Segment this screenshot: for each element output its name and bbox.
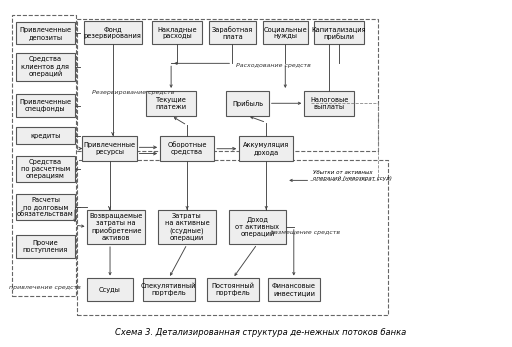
Text: Привлеченные
спецфонды: Привлеченные спецфонды xyxy=(19,99,72,112)
Text: Прибыль: Прибыль xyxy=(232,100,263,107)
Text: Текущие
платежи: Текущие платежи xyxy=(156,97,187,110)
Text: Капитализация
прибыли: Капитализация прибыли xyxy=(311,26,366,40)
FancyBboxPatch shape xyxy=(16,22,75,44)
FancyBboxPatch shape xyxy=(304,91,354,116)
Text: Налоговые
выплаты: Налоговые выплаты xyxy=(310,97,349,110)
FancyBboxPatch shape xyxy=(16,53,75,81)
FancyBboxPatch shape xyxy=(209,21,256,44)
Text: Аккумуляция
дохода: Аккумуляция дохода xyxy=(243,142,289,155)
FancyBboxPatch shape xyxy=(16,94,75,117)
FancyBboxPatch shape xyxy=(263,21,308,44)
FancyBboxPatch shape xyxy=(88,279,133,301)
Text: Заработная
плата: Заработная плата xyxy=(212,26,253,40)
Text: Схема 3. Детализированная структура де-нежных потоков банка: Схема 3. Детализированная структура де-н… xyxy=(115,328,406,337)
FancyBboxPatch shape xyxy=(207,279,259,301)
Text: Накладные
расходы: Накладные расходы xyxy=(157,26,197,39)
Text: Возвращаемые
затраты на
приобретение
активов: Возвращаемые затраты на приобретение акт… xyxy=(90,213,143,241)
Text: Расчеты
по долговым
обязательствам: Расчеты по долговым обязательствам xyxy=(17,197,74,217)
FancyBboxPatch shape xyxy=(152,21,202,44)
Text: Постоянный
портфель: Постоянный портфель xyxy=(211,283,254,296)
Text: Привлеченные
депозиты: Привлеченные депозиты xyxy=(19,27,72,40)
FancyBboxPatch shape xyxy=(16,236,75,258)
FancyBboxPatch shape xyxy=(16,156,75,182)
FancyBboxPatch shape xyxy=(16,194,75,220)
FancyBboxPatch shape xyxy=(314,21,364,44)
Text: Доход
от активных
операций: Доход от активных операций xyxy=(236,217,280,237)
Text: Финансовые
инвестиции: Финансовые инвестиции xyxy=(272,283,316,296)
Text: привлечение средств: привлечение средств xyxy=(9,285,80,290)
FancyBboxPatch shape xyxy=(146,91,196,116)
Text: размещение средств: размещение средств xyxy=(270,230,340,235)
Text: Расходование средств: Расходование средств xyxy=(236,62,310,68)
FancyBboxPatch shape xyxy=(239,136,293,161)
Text: Затраты
на активные
(ссудные)
операции: Затраты на активные (ссудные) операции xyxy=(164,213,209,240)
FancyBboxPatch shape xyxy=(158,210,216,244)
Text: Ссуды: Ссуды xyxy=(99,287,121,293)
FancyBboxPatch shape xyxy=(16,127,75,144)
FancyBboxPatch shape xyxy=(160,136,214,161)
FancyBboxPatch shape xyxy=(229,210,286,244)
FancyBboxPatch shape xyxy=(142,279,195,301)
FancyBboxPatch shape xyxy=(226,91,269,116)
Text: Спекулятивный
портфель: Спекулятивный портфель xyxy=(141,283,197,296)
FancyBboxPatch shape xyxy=(88,210,145,244)
FancyBboxPatch shape xyxy=(84,21,142,44)
Text: Привлеченные
ресурсы: Привлеченные ресурсы xyxy=(83,142,136,155)
Text: Резервирование средств: Резервирование средств xyxy=(92,90,174,95)
FancyBboxPatch shape xyxy=(268,279,321,301)
Text: Фонд
резервирования: Фонд резервирования xyxy=(84,26,142,39)
FancyBboxPatch shape xyxy=(82,136,137,161)
Text: Оборотные
средства: Оборотные средства xyxy=(167,142,207,155)
Text: Средства
по расчетным
операциям: Средства по расчетным операциям xyxy=(21,159,70,179)
Text: Средства
клиентов для
операций: Средства клиентов для операций xyxy=(22,57,70,77)
Text: Прочие
поступления: Прочие поступления xyxy=(23,240,68,253)
Text: кредиты: кредиты xyxy=(30,133,60,139)
Text: Убытки от активных
операций (невозврат ссуд): Убытки от активных операций (невозврат с… xyxy=(313,170,392,181)
Text: Социальные
нужды: Социальные нужды xyxy=(263,26,307,39)
